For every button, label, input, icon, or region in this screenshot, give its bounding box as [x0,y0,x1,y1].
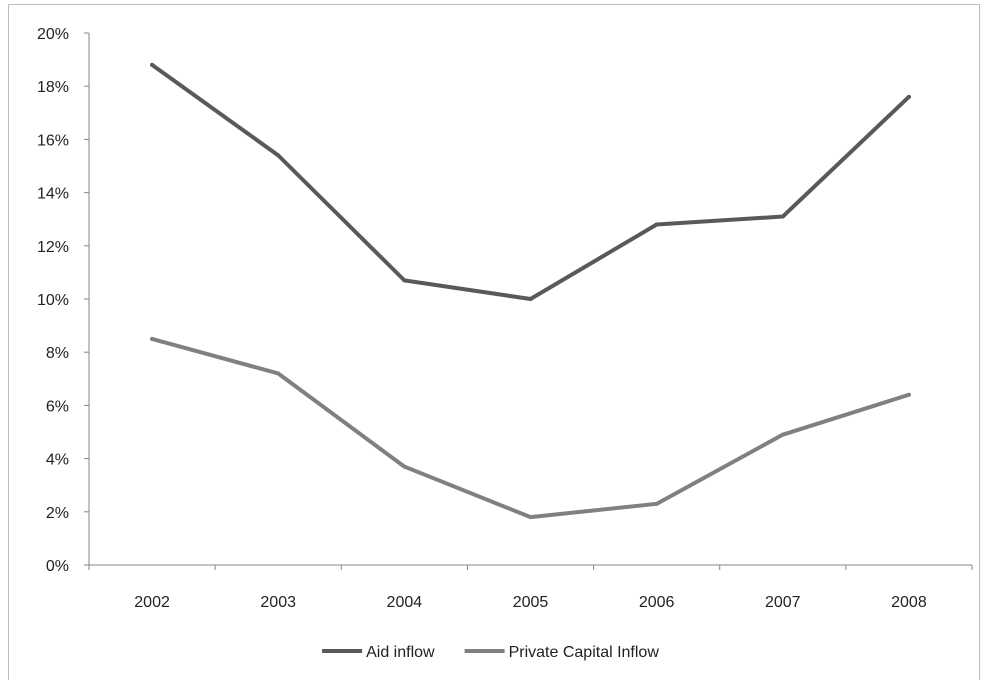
y-tick-label: 10% [37,292,69,309]
series-layer [150,62,911,520]
data-point [654,501,659,506]
legend-label: Private Capital Inflow [509,644,660,661]
x-tick-label: 2006 [639,594,675,611]
data-point [402,278,407,283]
x-tick-label: 2008 [891,594,927,611]
y-tick-label: 0% [46,558,69,575]
axes: 0% 2% 4% 6% 8% 10% 12% 14% 16% 18% 20% 2002 2003 2004… [37,26,973,611]
data-point [528,515,533,520]
series-line-1 [150,336,911,520]
x-tick-label: 2002 [134,594,170,611]
legend-item: Private Capital Inflow [464,644,660,661]
data-point [150,336,155,341]
x-tick-label: 2005 [513,594,549,611]
chart-frame [8,4,980,680]
data-point [780,214,785,219]
data-point [402,464,407,469]
y-tick-label: 6% [46,398,69,415]
y-tick-label: 12% [37,239,69,256]
data-point [528,297,533,301]
data-point [906,94,911,99]
legend-item: Aid inflow [322,644,435,661]
data-point [276,153,281,158]
y-tick-label: 2% [46,505,69,522]
y-tick-label: 4% [46,452,69,469]
y-tick-label: 14% [37,186,69,203]
data-point [654,222,659,227]
data-point [150,62,155,67]
y-tick-label: 20% [37,26,69,43]
legend: Aid inflow Private Capital Inflow [322,644,659,661]
x-tick-label: 2007 [765,594,801,611]
y-tick-label: 8% [46,345,69,362]
data-point [780,432,785,437]
y-tick-label: 16% [37,132,69,149]
x-tick-label: 2004 [387,594,423,611]
data-point [276,371,281,376]
legend-label: Aid inflow [366,644,435,661]
data-point [906,392,911,397]
x-tick-label: 2003 [260,594,296,611]
y-tick-label: 18% [37,79,69,96]
series-line-0 [150,62,911,301]
